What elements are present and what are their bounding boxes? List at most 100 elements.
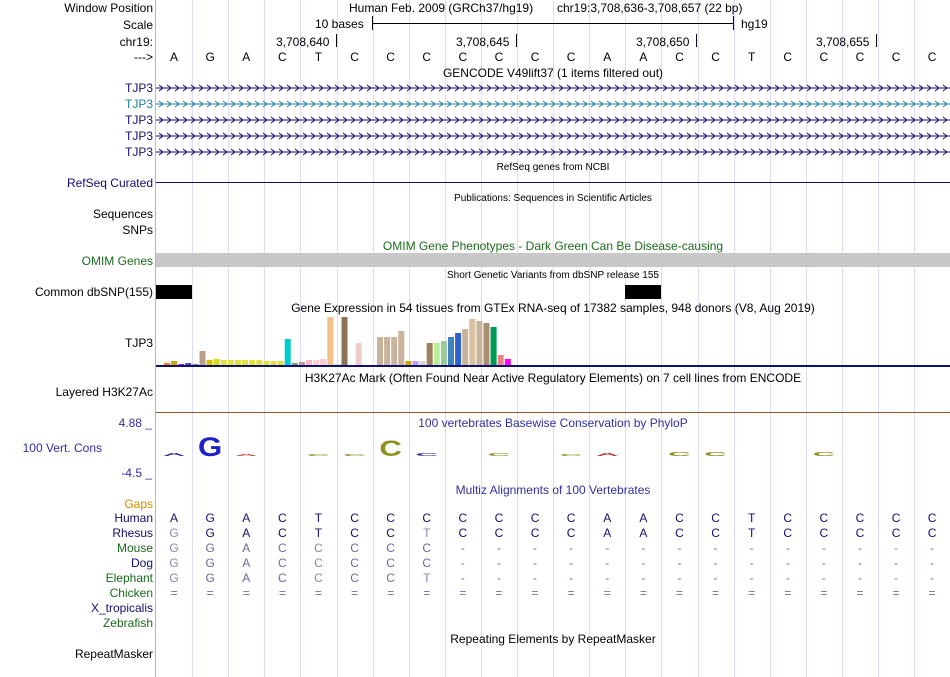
gtex-tissue-bar[interactable] — [313, 360, 320, 365]
gtex-tissue-bar[interactable] — [206, 360, 213, 365]
gtex-tissue-bar[interactable] — [298, 362, 305, 365]
gtex-tissue-bar[interactable] — [199, 351, 206, 365]
repeatmasker-label[interactable]: RepeatMasker — [74, 647, 153, 661]
gtex-tissue-bar[interactable] — [327, 317, 334, 365]
gtex-tissue-bar[interactable] — [277, 361, 284, 365]
gtex-tissue-bar[interactable] — [348, 362, 355, 365]
strand-chevron — [454, 84, 460, 92]
publications-track-title[interactable]: Publications: Sequences in Scientific Ar… — [454, 193, 652, 204]
gtex-tissue-bar[interactable] — [469, 319, 476, 365]
multiz-species-label[interactable]: Zebrafish — [102, 616, 153, 630]
multiz-species-label[interactable]: Chicken — [109, 586, 153, 600]
gtex-tissue-bar[interactable] — [497, 355, 504, 365]
gtex-tissue-bar[interactable] — [455, 333, 462, 365]
base-letter: - — [749, 556, 754, 570]
publications-snps-label[interactable]: SNPs — [122, 223, 153, 237]
base-letter: T — [314, 511, 323, 525]
h3k27ac-label[interactable]: Layered H3K27Ac — [55, 385, 153, 399]
gtex-track-title[interactable]: Gene Expression in 54 tissues from GTEx … — [291, 301, 815, 315]
strand-chevron — [430, 132, 436, 140]
gtex-tissue-bar[interactable] — [384, 337, 391, 365]
gtex-tissue-bar[interactable] — [419, 361, 426, 365]
refseq-label[interactable]: RefSeq Curated — [66, 176, 153, 190]
gtex-tissue-bar[interactable] — [412, 361, 419, 365]
gencode-transcript[interactable] — [156, 99, 950, 109]
gtex-tissue-bar[interactable] — [369, 363, 376, 365]
multiz-species-label[interactable]: Human — [114, 511, 153, 525]
gtex-tissue-bar[interactable] — [391, 337, 398, 365]
gtex-tissue-bar[interactable] — [490, 327, 497, 365]
phylop-label[interactable]: 100 Vert. Cons — [22, 441, 102, 455]
refseq-track-title[interactable]: RefSeq genes from NCBI — [496, 162, 610, 173]
gtex-tissue-bar[interactable] — [433, 343, 440, 365]
gtex-tissue-bar[interactable] — [164, 363, 170, 365]
gtex-tissue-bar[interactable] — [256, 360, 263, 365]
gtex-tissue-bar[interactable] — [341, 317, 348, 365]
gencode-transcript-label[interactable]: TJP3 — [124, 129, 153, 143]
h3k27ac-track-title[interactable]: H3K27Ac Mark (Often Found Near Active Re… — [304, 371, 802, 385]
gtex-tissue-bar[interactable] — [192, 364, 199, 365]
phylop-track-title[interactable]: 100 vertebrates Basewise Conservation by… — [418, 416, 688, 430]
gtex-label[interactable]: TJP3 — [124, 336, 153, 350]
gtex-chart[interactable] — [156, 316, 950, 368]
omim-feature-bar[interactable] — [156, 253, 950, 267]
gtex-tissue-bar[interactable] — [334, 364, 341, 365]
gtex-tissue-bar[interactable] — [483, 323, 490, 365]
multiz-species-label[interactable]: Rhesus — [112, 526, 153, 540]
strand-arrow-label[interactable]: ---> — [134, 50, 153, 64]
dbsnp-variant[interactable] — [625, 285, 661, 299]
publications-sequences-label[interactable]: Sequences — [92, 207, 153, 221]
gtex-tissue-bar[interactable] — [213, 359, 220, 365]
gtex-tissue-bar[interactable] — [448, 337, 454, 365]
gtex-tissue-bar[interactable] — [291, 363, 298, 365]
gtex-tissue-bar[interactable] — [306, 360, 312, 365]
gencode-transcript[interactable] — [156, 147, 950, 157]
dbsnp-variant[interactable] — [156, 285, 192, 299]
gtex-tissue-bar[interactable] — [220, 360, 227, 365]
gtex-tissue-bar[interactable] — [249, 360, 256, 365]
gtex-tissue-bar[interactable] — [398, 331, 405, 365]
gtex-tissue-bar[interactable] — [355, 343, 362, 365]
gtex-tissue-bar[interactable] — [270, 361, 277, 365]
multiz-species-label[interactable]: Dog — [130, 556, 153, 570]
gtex-tissue-bar[interactable] — [185, 363, 192, 365]
position-coords[interactable]: chr19:3,708,636-3,708,657 (22 bp) — [557, 1, 743, 15]
gencode-transcript[interactable] — [156, 83, 950, 93]
gtex-tissue-bar[interactable] — [377, 337, 383, 365]
multiz-species-label[interactable]: Elephant — [105, 571, 153, 585]
gtex-tissue-bar[interactable] — [235, 360, 241, 365]
gtex-tissue-bar[interactable] — [476, 321, 483, 365]
gencode-transcript-label[interactable]: TJP3 — [124, 81, 153, 95]
gtex-tissue-bar[interactable] — [227, 360, 234, 365]
gtex-tissue-bar[interactable] — [242, 360, 249, 365]
omim-track-title[interactable]: OMIM Gene Phenotypes - Dark Green Can Be… — [382, 239, 724, 253]
gencode-transcript[interactable] — [156, 115, 950, 125]
gtex-tissue-bar[interactable] — [426, 343, 433, 365]
gtex-tissue-bar[interactable] — [405, 361, 412, 365]
gencode-track-title[interactable]: GENCODE V49lift37 (1 items filtered out) — [442, 66, 664, 80]
dbsnp-label[interactable]: Common dbSNP(155) — [34, 285, 153, 299]
omim-label[interactable]: OMIM Genes — [81, 254, 153, 268]
multiz-species-label[interactable]: Mouse — [116, 541, 153, 555]
gtex-tissue-bar[interactable] — [362, 363, 369, 365]
repeatmasker-track-title[interactable]: Repeating Elements by RepeatMasker — [450, 632, 656, 646]
gtex-tissue-bar[interactable] — [178, 364, 185, 365]
strand-chevron — [454, 100, 460, 108]
gtex-tissue-bar[interactable] — [263, 361, 270, 365]
gtex-tissue-bar[interactable] — [284, 339, 291, 365]
multiz-track-title[interactable]: Multiz Alignments of 100 Vertebrates — [455, 483, 651, 497]
gtex-tissue-bar[interactable] — [504, 359, 511, 365]
gencode-transcript-label[interactable]: TJP3 — [124, 97, 153, 111]
gtex-tissue-bar[interactable] — [440, 341, 447, 365]
strand-chevron — [822, 84, 828, 92]
gencode-transcript[interactable] — [156, 131, 950, 141]
multiz-species-label[interactable]: X_tropicalis — [90, 601, 153, 615]
gtex-tissue-bar[interactable] — [320, 359, 327, 365]
gtex-tissue-bar[interactable] — [171, 361, 178, 365]
strand-chevron — [502, 84, 508, 92]
gencode-transcript-label[interactable]: TJP3 — [124, 145, 153, 159]
gencode-transcript-label[interactable]: TJP3 — [124, 113, 153, 127]
dbsnp-track-title[interactable]: Short Genetic Variants from dbSNP releas… — [447, 270, 659, 281]
gtex-tissue-bar[interactable] — [462, 329, 469, 365]
